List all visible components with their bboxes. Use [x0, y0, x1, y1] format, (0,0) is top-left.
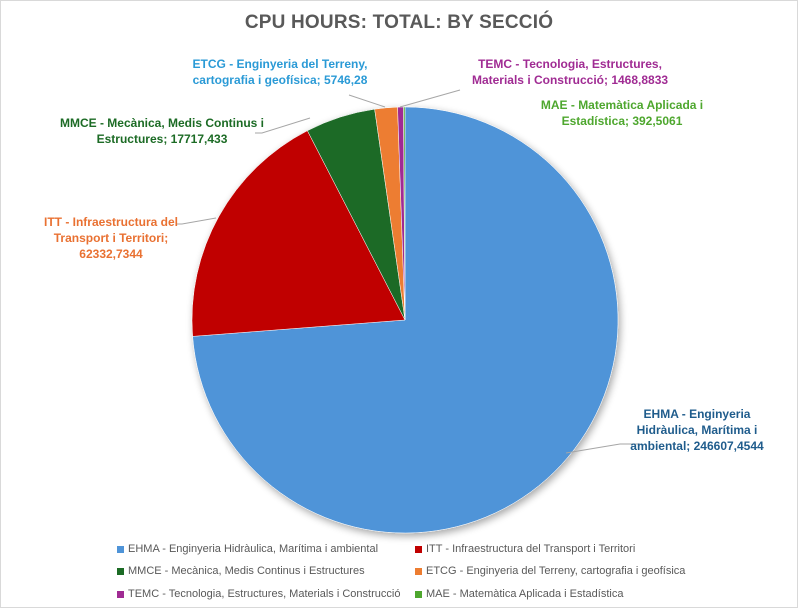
data-label-line: MMCE - Mecànica, Medis Continus i — [59, 116, 265, 130]
legend-swatch-icon — [415, 545, 422, 553]
legend-swatch-icon — [117, 567, 124, 575]
leader-line-ehma — [565, 443, 640, 454]
data-label-ehma: EHMA - Enginyeria Hidràulica, Marítima i… — [612, 406, 782, 454]
data-label-line: Estructures; 17717,433 — [96, 132, 228, 146]
data-label-line: cartografia i geofísica; 5746,28 — [192, 73, 368, 87]
leader-line-etcg — [348, 94, 386, 108]
legend-swatch-icon — [117, 545, 124, 553]
legend-item-ehma[interactable]: EHMA - Enginyeria Hidràulica, Marítima i… — [117, 543, 378, 555]
data-label-line: MAE - Matemàtica Aplicada i — [540, 98, 704, 112]
data-label-line: 62332,7344 — [79, 247, 143, 261]
data-label-line: Estadística; 392,5061 — [561, 114, 683, 128]
legend-label: MMCE - Mecànica, Medis Continus i Estruc… — [128, 565, 365, 577]
data-label-line: TEMC - Tecnologia, Estructures, — [478, 57, 662, 71]
pie-slice-ehma[interactable] — [192, 106, 619, 534]
pie-slices — [191, 106, 619, 534]
chart-title: CPU HOURS: TOTAL: BY SECCIÓ — [244, 12, 554, 33]
data-label-mmce: MMCE - Mecànica, Medis Continus i Estruc… — [42, 115, 282, 147]
leader-lines — [176, 89, 640, 454]
data-label-line: ambiental; 246607,4544 — [630, 439, 764, 453]
legend-label: EHMA - Enginyeria Hidràulica, Marítima i… — [128, 543, 379, 555]
leader-line-mmce — [255, 117, 311, 134]
legend-swatch-icon — [415, 590, 422, 598]
data-label-etcg: ETCG - Enginyeria del Terreny, cartograf… — [160, 56, 400, 88]
data-label-line: Materials i Construcció; 1468,8833 — [471, 73, 669, 87]
data-label-itt: ITT - Infraestructura del Transport i Te… — [36, 214, 186, 262]
legend-label: ETCG - Enginyeria del Terreny, cartograf… — [426, 565, 686, 577]
data-label-line: ITT - Infraestructura del — [43, 215, 179, 229]
legend-label: MAE - Matemàtica Aplicada i Estadística — [426, 588, 624, 600]
data-label-line: ETCG - Enginyeria del Terreny, — [192, 57, 368, 71]
pie-slice-mae[interactable] — [403, 106, 406, 321]
legend-swatch-icon — [117, 590, 124, 598]
legend-item-mmce[interactable]: MMCE - Mecànica, Medis Continus i Estruc… — [117, 565, 365, 577]
legend-label: ITT - Infraestructura del Transport i Te… — [426, 543, 636, 555]
legend-item-mae[interactable]: MAE - Matemàtica Aplicada i Estadística — [415, 588, 623, 600]
data-label-temc: TEMC - Tecnologia, Estructures, Material… — [460, 56, 680, 88]
legend-swatch-icon — [415, 567, 422, 575]
data-label-line: Hidràulica, Marítima i — [636, 423, 758, 437]
legend-item-temc[interactable]: TEMC - Tecnologia, Estructures, Material… — [117, 588, 400, 600]
legend-item-etcg[interactable]: ETCG - Enginyeria del Terreny, cartograf… — [415, 565, 685, 577]
data-label-line: Transport i Territori; — [53, 231, 169, 245]
legend-label: TEMC - Tecnologia, Estructures, Material… — [128, 588, 401, 600]
data-label-line: EHMA - Enginyeria — [643, 407, 751, 421]
leader-line-temc — [399, 89, 461, 108]
pie-slice-itt[interactable] — [191, 130, 406, 337]
legend-item-itt[interactable]: ITT - Infraestructura del Transport i Te… — [415, 543, 635, 555]
leader-line-itt — [176, 217, 217, 225]
data-label-mae: MAE - Matemàtica Aplicada i Estadística;… — [522, 97, 722, 129]
